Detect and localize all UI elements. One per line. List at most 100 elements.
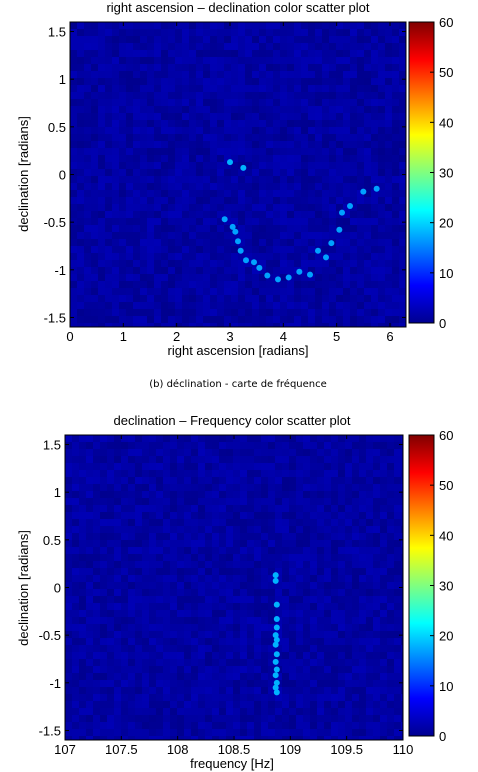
noise-cell [175,64,182,71]
noise-cell [105,113,112,120]
noise-cell [315,218,322,225]
noise-cell [189,99,196,106]
noise-cell [329,36,336,43]
noise-cell [289,533,296,540]
noise-cell [322,134,329,141]
noise-cell [336,211,343,218]
noise-cell [170,624,177,631]
noise-cell [226,561,233,568]
noise-cell [401,491,403,498]
noise-cell [357,176,364,183]
noise-cell [100,673,107,680]
noise-cell [210,302,217,309]
noise-cell [336,22,343,29]
noise-cell [282,484,289,491]
noise-cell [135,659,142,666]
noise-cell [392,309,399,316]
noise-cell [359,680,366,687]
noise-cell [105,169,112,176]
noise-cell [100,463,107,470]
noise-cell [107,680,114,687]
noise-cell [142,526,149,533]
noise-cell [177,603,184,610]
noise-cell [161,134,168,141]
noise-cell [161,57,168,64]
noise-cell [392,162,399,169]
noise-cell [378,22,385,29]
noise-cell [191,631,198,638]
noise-cell [268,533,275,540]
noise-cell [119,232,126,239]
noise-cell [401,505,403,512]
noise-cell [392,246,399,253]
noise-cell [296,470,303,477]
noise-cell [128,729,135,736]
noise-cell [371,274,378,281]
noise-cell [317,680,324,687]
noise-cell [294,316,301,323]
noise-cell [170,596,177,603]
noise-cell [226,435,233,442]
noise-cell [107,477,114,484]
noise-cell [380,519,387,526]
noise-cell [112,155,119,162]
noise-cell [268,680,275,687]
noise-cell [107,673,114,680]
noise-cell [107,498,114,505]
noise-cell [364,43,371,50]
noise-cell [177,680,184,687]
noise-cell [254,491,261,498]
noise-cell [366,575,373,582]
noise-cell [247,659,254,666]
noise-cell [219,470,226,477]
noise-cell [399,50,406,57]
noise-cell [133,204,140,211]
noise-cell [128,680,135,687]
noise-cell [394,463,401,470]
noise-cell [266,176,273,183]
x-tick-label: 6 [386,329,393,344]
noise-cell [84,232,91,239]
noise-cell [224,113,231,120]
noise-cell [175,99,182,106]
noise-cell [170,666,177,673]
noise-cell [401,449,403,456]
noise-cell [121,701,128,708]
noise-cell [191,708,198,715]
noise-cell [401,463,403,470]
noise-cell [140,29,147,36]
noise-cell [245,22,252,29]
noise-cell [84,211,91,218]
noise-cell [98,183,105,190]
noise-cell [219,491,226,498]
noise-cell [401,582,403,589]
noise-cell [189,218,196,225]
noise-cell [378,176,385,183]
noise-cell [226,701,233,708]
noise-cell [147,211,154,218]
noise-cell [338,589,345,596]
noise-cell [198,659,205,666]
noise-cell [196,239,203,246]
noise-cell [266,239,273,246]
noise-cell [86,694,93,701]
noise-cell [380,491,387,498]
noise-cell [86,456,93,463]
noise-cell [301,36,308,43]
noise-cell [240,617,247,624]
noise-cell [247,652,254,659]
noise-cell [133,225,140,232]
noise-cell [308,211,315,218]
noise-cell [149,435,156,442]
noise-cell [70,36,77,43]
noise-cell [203,120,210,127]
noise-cell [77,85,84,92]
noise-cell [196,78,203,85]
noise-cell [175,218,182,225]
noise-cell [329,50,336,57]
noise-cell [163,463,170,470]
noise-cell [238,106,245,113]
noise-cell [310,673,317,680]
noise-cell [247,561,254,568]
noise-cell [240,540,247,547]
